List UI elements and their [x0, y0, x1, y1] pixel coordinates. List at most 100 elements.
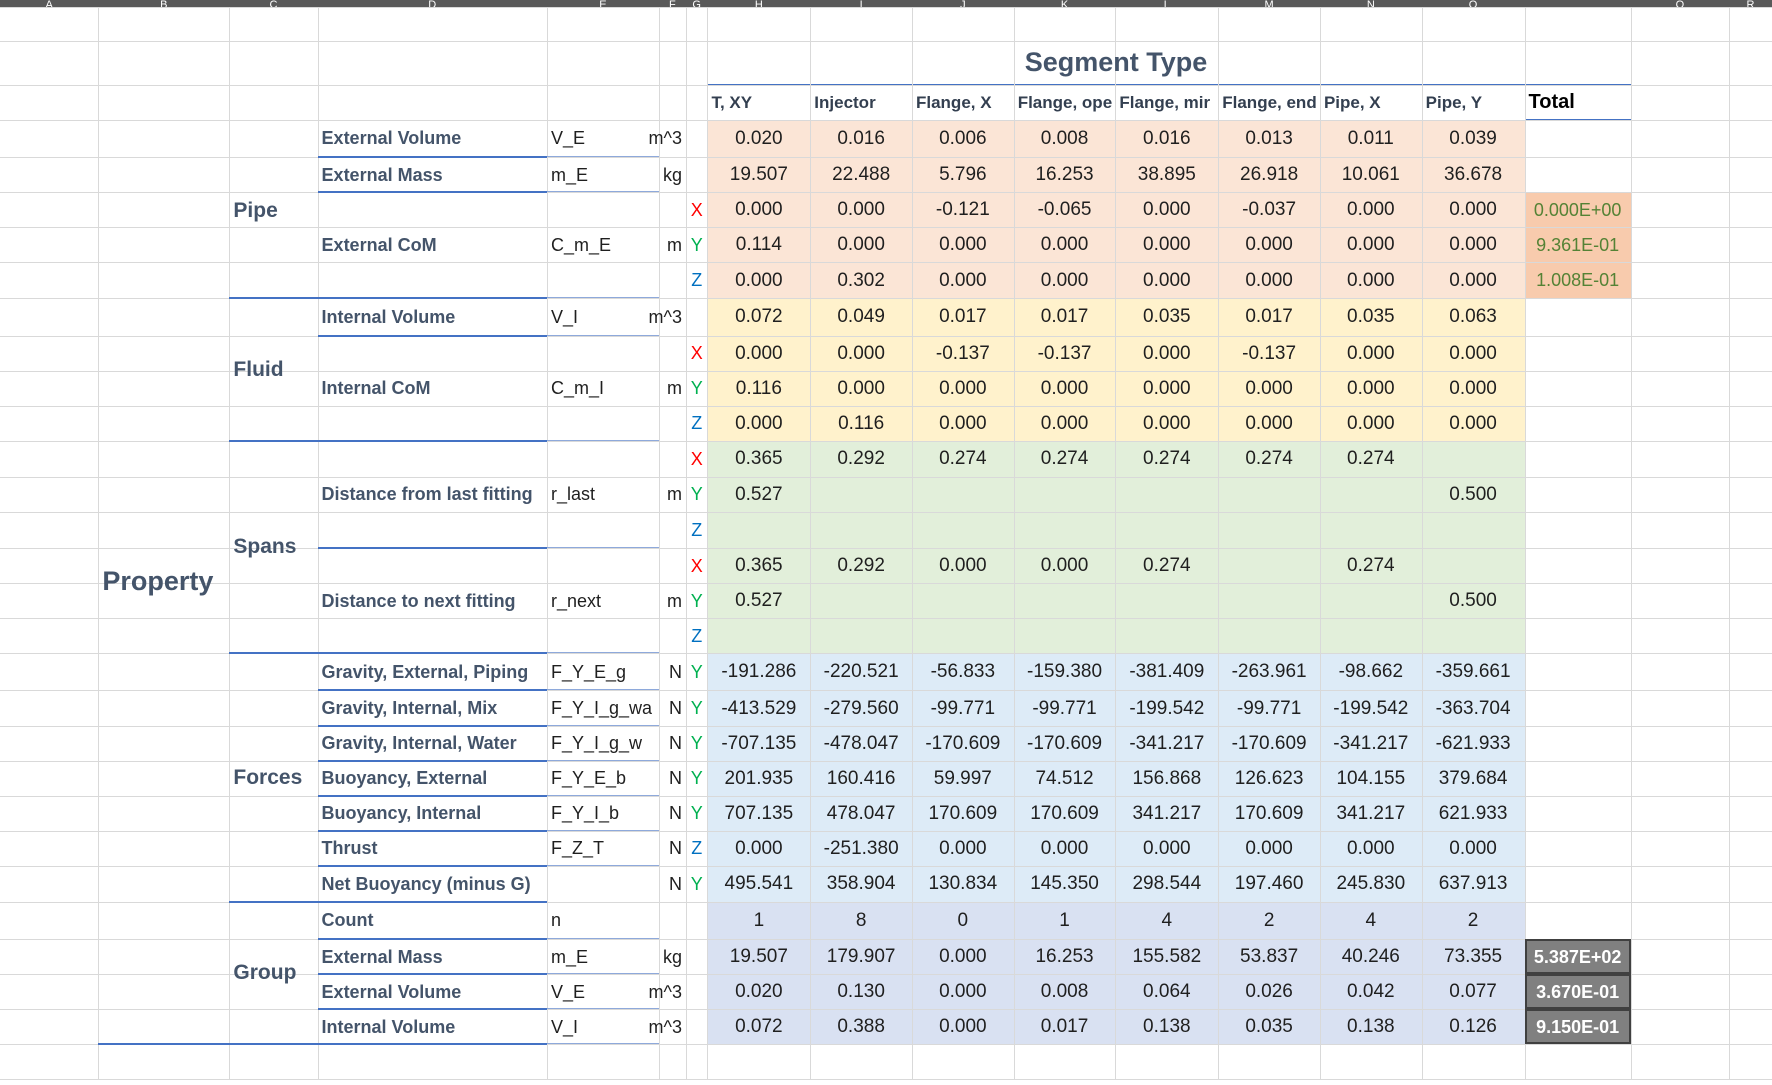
data-cell[interactable]: 0.000 — [1143, 412, 1191, 434]
row-label[interactable]: Gravity, Internal, Mix — [321, 698, 498, 718]
row-label[interactable]: Internal CoM — [321, 378, 431, 399]
column-letter[interactable]: L — [1163, 0, 1170, 7]
data-cell[interactable]: 201.935 — [724, 767, 794, 789]
data-cell[interactable]: -621.933 — [1435, 732, 1511, 754]
column-letter[interactable]: C — [269, 0, 278, 7]
column-header[interactable]: Pipe, X — [1323, 92, 1381, 112]
row-unit[interactable]: N — [668, 661, 682, 682]
column-letter[interactable]: F — [669, 0, 676, 7]
data-cell[interactable]: -220.521 — [823, 661, 899, 683]
data-cell[interactable]: 0.274 — [1347, 448, 1395, 470]
data-cell[interactable]: 0.000 — [1040, 234, 1089, 256]
data-cell[interactable]: 170.609 — [928, 802, 998, 824]
data-cell[interactable] — [912, 477, 1014, 512]
column-letter[interactable]: D — [428, 0, 437, 7]
group-label-forces[interactable]: Forces — [233, 765, 303, 789]
data-cell[interactable]: -199.542 — [1129, 697, 1205, 719]
data-cell[interactable]: -170.609 — [1231, 732, 1307, 754]
data-cell[interactable]: -159.380 — [1027, 661, 1103, 683]
axis-y[interactable]: Y — [690, 873, 703, 894]
data-cell[interactable]: 19.507 — [729, 946, 788, 968]
data-cell[interactable]: 0.274 — [1143, 555, 1191, 577]
row-label[interactable]: External Volume — [321, 981, 462, 1002]
axis-x[interactable]: X — [690, 555, 703, 576]
data-cell[interactable]: 1 — [753, 909, 765, 931]
total-cell[interactable]: 5.387E+02 — [1524, 939, 1631, 975]
column-letter[interactable]: G — [692, 0, 701, 7]
data-cell[interactable]: 0.000 — [1449, 342, 1497, 364]
data-cell[interactable] — [1422, 512, 1525, 548]
data-cell[interactable]: 0.000 — [1040, 412, 1089, 434]
data-cell[interactable]: -0.137 — [935, 342, 990, 364]
data-cell[interactable]: 0.000 — [1143, 342, 1191, 364]
data-cell[interactable]: -99.771 — [1236, 697, 1302, 719]
data-cell[interactable]: 0.008 — [1040, 127, 1089, 149]
data-cell[interactable]: 358.904 — [826, 873, 896, 895]
data-cell[interactable]: 26.918 — [1240, 164, 1299, 186]
data-cell[interactable]: 0.000 — [1245, 377, 1293, 399]
data-cell[interactable]: 197.460 — [1234, 873, 1304, 895]
column-letter[interactable]: E — [599, 0, 607, 7]
row-symbol[interactable]: V_E — [550, 128, 585, 149]
data-cell[interactable]: 0.116 — [735, 377, 782, 399]
data-cell[interactable]: 170.609 — [1234, 802, 1304, 824]
data-cell[interactable] — [1218, 583, 1320, 618]
data-cell[interactable]: 0.000 — [939, 269, 987, 291]
data-cell[interactable]: 0.130 — [837, 981, 885, 1003]
data-cell[interactable]: 22.488 — [832, 164, 891, 186]
data-cell[interactable]: 0.000 — [837, 234, 885, 256]
data-cell[interactable] — [1218, 618, 1320, 653]
data-cell[interactable]: -0.037 — [1242, 199, 1297, 221]
data-cell[interactable] — [1014, 583, 1116, 618]
data-cell[interactable]: 38.895 — [1137, 164, 1196, 186]
group-label-fluid[interactable]: Fluid — [233, 358, 284, 382]
data-cell[interactable]: 0.017 — [1245, 306, 1293, 328]
data-cell[interactable]: 0.000 — [1449, 377, 1497, 399]
data-cell[interactable] — [810, 477, 912, 512]
axis-x[interactable]: X — [690, 199, 703, 220]
data-cell[interactable]: -191.286 — [721, 661, 797, 683]
data-cell[interactable]: 0.274 — [1143, 448, 1191, 470]
axis-z[interactable]: Z — [691, 625, 703, 646]
data-cell[interactable]: 0.302 — [837, 269, 885, 291]
data-cell[interactable]: 36.678 — [1444, 164, 1503, 186]
data-cell[interactable]: 8 — [855, 909, 867, 931]
data-cell[interactable]: 4 — [1161, 909, 1173, 931]
total-cell[interactable]: 0.000E+00 — [1533, 199, 1622, 220]
column-letter[interactable]: R — [1746, 0, 1755, 7]
data-cell[interactable]: -0.065 — [1037, 199, 1092, 221]
data-cell[interactable]: 0.138 — [1347, 1016, 1395, 1038]
row-label[interactable]: Internal Volume — [321, 306, 456, 327]
data-cell[interactable]: -99.771 — [1032, 697, 1097, 719]
data-cell[interactable]: 0.365 — [735, 555, 783, 577]
row-label[interactable]: External Volume — [321, 128, 462, 149]
data-cell[interactable]: 0.000 — [1347, 837, 1395, 859]
column-letter[interactable]: K — [1060, 0, 1069, 7]
data-cell[interactable]: 0.000 — [1040, 269, 1089, 291]
column-letter[interactable]: N — [1366, 0, 1375, 7]
data-cell[interactable]: 0.000 — [1143, 837, 1191, 859]
data-cell[interactable]: 0.000 — [735, 837, 783, 859]
data-cell[interactable]: 0.388 — [837, 1016, 885, 1038]
data-cell[interactable] — [1115, 512, 1218, 548]
data-cell[interactable] — [1422, 548, 1525, 583]
data-cell[interactable]: -359.661 — [1435, 661, 1511, 683]
row-unit[interactable]: m — [666, 590, 682, 611]
data-cell[interactable]: 478.047 — [826, 802, 896, 824]
row-unit[interactable]: m — [666, 378, 682, 399]
data-cell[interactable]: 0.077 — [1449, 981, 1497, 1003]
row-label[interactable]: External Mass — [321, 164, 443, 185]
data-cell[interactable]: 0.000 — [1245, 234, 1293, 256]
data-cell[interactable]: 0 — [957, 909, 969, 931]
data-cell[interactable] — [1320, 512, 1422, 548]
row-unit[interactable]: m^3 — [648, 128, 682, 149]
data-cell[interactable]: 0.000 — [1040, 837, 1089, 859]
data-cell[interactable]: 0.000 — [1449, 412, 1497, 434]
data-cell[interactable]: 0.000 — [939, 377, 987, 399]
data-cell[interactable]: 0.035 — [1143, 306, 1191, 328]
data-cell[interactable] — [1422, 618, 1525, 653]
segment-type-title[interactable]: Segment Type — [1024, 47, 1208, 78]
data-cell[interactable]: 245.830 — [1336, 873, 1406, 895]
data-cell[interactable]: 341.217 — [1336, 802, 1406, 824]
